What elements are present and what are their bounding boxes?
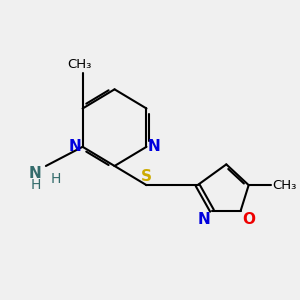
Text: CH₃: CH₃ bbox=[273, 178, 297, 192]
Text: CH₃: CH₃ bbox=[67, 58, 92, 71]
Text: H: H bbox=[31, 178, 41, 192]
Text: N: N bbox=[68, 139, 81, 154]
Text: N: N bbox=[148, 139, 161, 154]
Text: S: S bbox=[141, 169, 152, 184]
Text: N: N bbox=[198, 212, 210, 227]
Text: H: H bbox=[51, 172, 61, 186]
Text: O: O bbox=[242, 212, 255, 227]
Text: N: N bbox=[28, 166, 41, 181]
